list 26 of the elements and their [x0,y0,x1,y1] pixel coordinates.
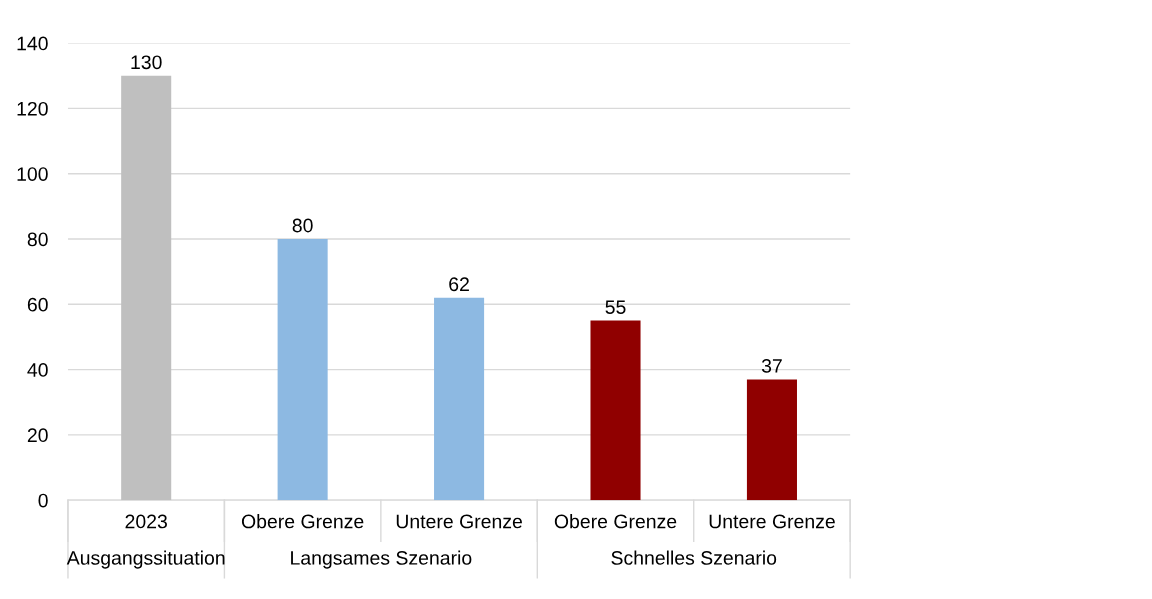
data-label: 130 [131,55,162,70]
bar [746,379,797,501]
text: Langsames Szenario [291,550,472,569]
bar [434,297,485,501]
data-label: 80 [292,218,313,233]
x-tick-label: 2023 [125,514,167,529]
bar [590,320,641,501]
y-tick-label: 120 [17,101,48,116]
y-tick-label: 40 [27,363,48,377]
x-tick-label: Obere Grenze [554,514,677,529]
bar [121,75,172,501]
text: Ausgangssituation [66,550,225,569]
y-tick-label: 140 [17,36,48,51]
data-label: 37 [761,358,782,373]
y-tick-label: 80 [27,232,48,247]
y-tick-label: 20 [27,428,48,443]
x-tick-label: Untere Grenze [396,514,522,529]
text: Schnelles Szenario [611,550,777,565]
y-tick-label: 60 [27,297,48,312]
x-tick-label: Untere Grenze [709,514,835,529]
bar [277,239,328,501]
data-label: 55 [605,300,626,314]
y-tick-label: 100 [17,167,48,181]
data-label: 62 [449,277,469,292]
x-tick-label: Obere Grenze [241,514,364,529]
y-tick-label: 0 [38,493,48,508]
